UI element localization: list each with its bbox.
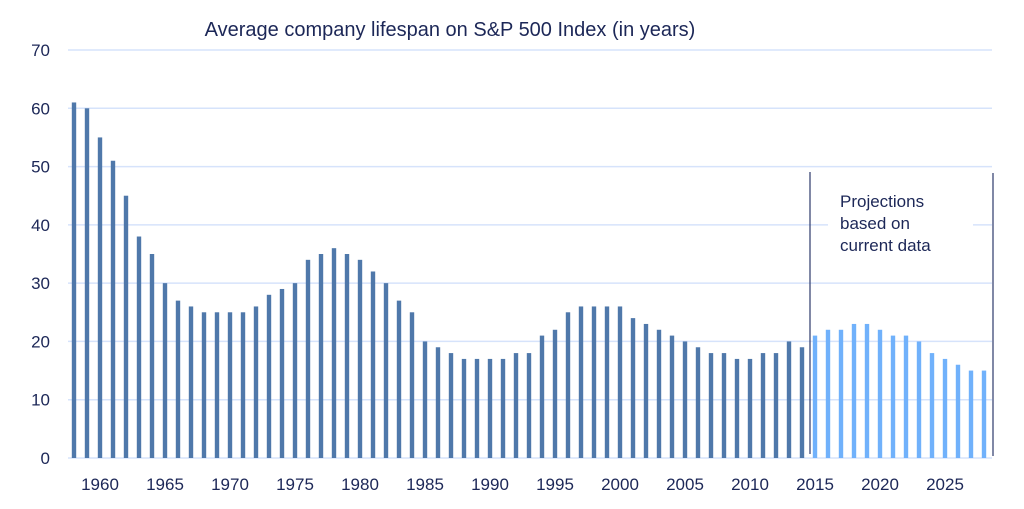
bar-1995	[552, 329, 558, 458]
y-tick-label: 50	[31, 158, 50, 177]
y-tick-label: 20	[31, 332, 50, 351]
projection-annotation-line: based on	[840, 214, 910, 233]
bar-2008	[721, 353, 727, 458]
bar-1971	[240, 312, 246, 458]
projection-annotation-line: current data	[840, 236, 931, 255]
bar-1958	[71, 102, 77, 458]
projection-annotation-line: Projections	[840, 192, 924, 211]
bar-1972	[253, 306, 259, 458]
bar-1961	[110, 160, 116, 458]
y-tick-label: 0	[41, 449, 50, 468]
bar-2011	[760, 353, 766, 458]
projection-bar-2015	[812, 335, 818, 458]
projection-bar-2016	[825, 329, 831, 458]
bar-1978	[331, 248, 337, 458]
projection-bar-2018	[851, 323, 857, 458]
bar-1960	[97, 137, 103, 458]
x-tick-label: 1995	[536, 475, 574, 494]
x-tick-label: 2025	[926, 475, 964, 494]
bar-2005	[682, 341, 688, 458]
bar-1977	[318, 254, 324, 458]
projection-bar-2017	[838, 329, 844, 458]
bar-1982	[383, 283, 389, 458]
bar-1964	[149, 254, 155, 458]
bar-2014	[799, 347, 805, 458]
bar-1989	[474, 358, 480, 458]
bar-2010	[747, 358, 753, 458]
bar-1983	[396, 300, 402, 458]
x-tick-label: 1960	[81, 475, 119, 494]
x-tick-label: 2020	[861, 475, 899, 494]
projection-bar-2019	[864, 323, 870, 458]
projection-bar-2028	[981, 370, 987, 458]
bar-1985	[422, 341, 428, 458]
bar-1976	[305, 259, 311, 458]
x-tick-label: 2010	[731, 475, 769, 494]
bar-1959	[84, 108, 90, 459]
bar-1991	[500, 358, 506, 458]
bar-1997	[578, 306, 584, 458]
bar-1999	[604, 306, 610, 458]
bar-1973	[266, 294, 272, 458]
projection-bar-2022	[903, 335, 909, 458]
bar-1993	[526, 353, 532, 458]
bar-1970	[227, 312, 233, 458]
bar-2000	[617, 306, 623, 458]
bar-1974	[279, 288, 285, 458]
y-tick-label: 60	[31, 99, 50, 118]
bar-1996	[565, 312, 571, 458]
bar-1968	[201, 312, 207, 458]
projection-bar-2023	[916, 341, 922, 458]
bar-1962	[123, 195, 129, 458]
x-tick-label: 2015	[796, 475, 834, 494]
bar-1975	[292, 283, 298, 458]
projection-bar-2020	[877, 329, 883, 458]
y-tick-label: 30	[31, 274, 50, 293]
bar-1998	[591, 306, 597, 458]
bar-2003	[656, 329, 662, 458]
bar-1990	[487, 358, 493, 458]
x-tick-label: 1965	[146, 475, 184, 494]
bar-1988	[461, 358, 467, 458]
bar-1966	[175, 300, 181, 458]
bar-2004	[669, 335, 675, 458]
y-tick-label: 70	[31, 41, 50, 60]
bar-1965	[162, 283, 168, 458]
y-tick-label: 40	[31, 216, 50, 235]
bar-1969	[214, 312, 220, 458]
annotation-background	[828, 182, 973, 260]
y-tick-label: 10	[31, 391, 50, 410]
bar-1981	[370, 271, 376, 458]
bar-1979	[344, 254, 350, 458]
x-tick-label: 1970	[211, 475, 249, 494]
bar-1967	[188, 306, 194, 458]
bar-1980	[357, 259, 363, 458]
x-tick-label: 1975	[276, 475, 314, 494]
chart-title: Average company lifespan on S&P 500 Inde…	[205, 19, 696, 41]
x-tick-label: 1985	[406, 475, 444, 494]
bar-2013	[786, 341, 792, 458]
x-tick-label: 2005	[666, 475, 704, 494]
projection-bar-2021	[890, 335, 896, 458]
bar-2007	[708, 353, 714, 458]
bar-1986	[435, 347, 441, 458]
bar-2009	[734, 358, 740, 458]
x-tick-label: 1980	[341, 475, 379, 494]
bar-2002	[643, 323, 649, 458]
bar-2001	[630, 318, 636, 458]
bar-1992	[513, 353, 519, 458]
projection-bar-2024	[929, 353, 935, 458]
bar-2012	[773, 353, 779, 458]
x-tick-label: 1990	[471, 475, 509, 494]
bar-2006	[695, 347, 701, 458]
x-tick-label: 2000	[601, 475, 639, 494]
projection-bar-2027	[968, 370, 974, 458]
bar-1963	[136, 236, 142, 458]
projection-bar-2025	[942, 358, 948, 458]
bar-1984	[409, 312, 415, 458]
projection-bar-2026	[955, 364, 961, 458]
bar-1994	[539, 335, 545, 458]
bar-1987	[448, 353, 454, 458]
